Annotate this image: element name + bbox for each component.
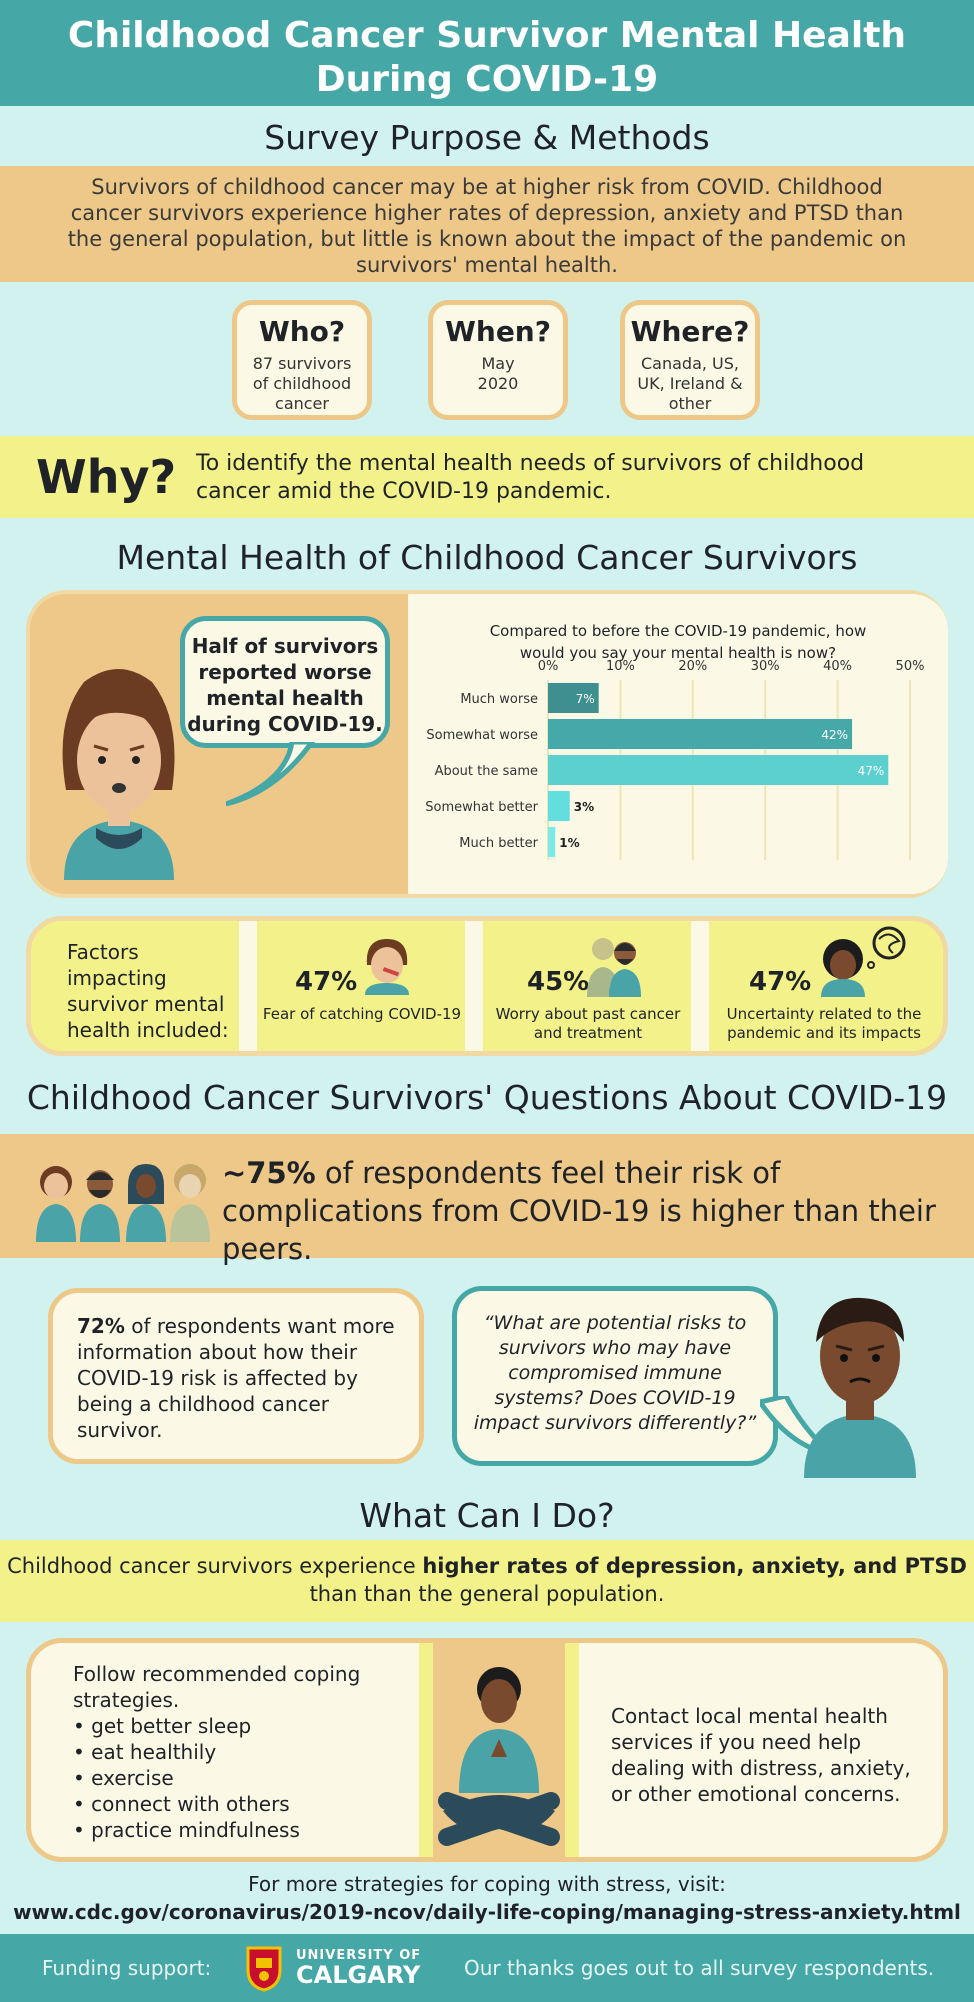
where-value: Canada, US, UK, Ireland & other <box>637 354 743 413</box>
mental-health-panel: Half of survivors reported worse mental … <box>26 590 948 898</box>
sick-person-icon <box>365 939 409 995</box>
info-box: 72% of respondents want more information… <box>48 1288 424 1464</box>
coping-item: • get better sleep <box>73 1714 252 1738</box>
chart-tick-label: 40% <box>823 659 852 674</box>
chart-tick-label: 30% <box>751 659 780 674</box>
chart-title: Compared to before the COVID-19 pandemic… <box>489 622 867 662</box>
chart-bar <box>548 827 556 857</box>
university-crest-icon <box>246 1946 282 1992</box>
university-line2: CALGARY <box>296 1961 421 1989</box>
funding-label: Funding support: <box>42 1956 212 1980</box>
when-box: When? May 2020 <box>428 300 568 420</box>
who-label: Who? <box>258 315 346 348</box>
chart-bar <box>548 719 853 749</box>
factor-pct: 45% <box>527 967 590 997</box>
coping-item: • connect with others <box>73 1792 290 1816</box>
band-text-post: than than the general population. <box>309 1582 665 1606</box>
group-of-people-icon <box>36 1164 210 1242</box>
coping-item: • practice mindfulness <box>73 1818 300 1842</box>
purpose-text: Survivors of childhood cancer may be at … <box>0 166 974 282</box>
chart-data-label: 47% <box>858 764 885 778</box>
coping-list: Follow recommended coping strategies. • … <box>73 1661 373 1843</box>
factor-separator <box>465 921 483 1051</box>
chart-tick-label: 10% <box>606 659 635 674</box>
thinking-person-icon <box>821 926 906 997</box>
where-label: Where? <box>630 315 750 348</box>
chart-category-label: Much worse <box>460 692 538 707</box>
factor-text: Worry about past cancer and treatment <box>495 1005 681 1042</box>
factor-text: Fear of catching COVID-19 <box>262 1005 462 1023</box>
chart-data-label: 3% <box>574 800 594 814</box>
chart-tick-label: 0% <box>538 659 559 674</box>
info-sentence: of respondents want more information abo… <box>77 1314 395 1442</box>
meditating-person-illustration <box>438 1667 560 1846</box>
quote-bubble: “What are potential risks to survivors w… <box>452 1286 778 1466</box>
section-heading-purpose: Survey Purpose & Methods <box>264 118 710 157</box>
worried-man-illustration <box>804 1297 916 1478</box>
chart-data-label: 7% <box>576 692 595 706</box>
section-heading-mental-health: Mental Health of Childhood Cancer Surviv… <box>116 538 858 577</box>
factor-text: Uncertainty related to the pandemic and … <box>726 1005 922 1042</box>
factor-pct: 47% <box>295 967 358 997</box>
footer: Funding support: UNIVERSITY OF CALGARY O… <box>0 1934 974 2002</box>
who-value: 87 survivors of childhood cancer <box>252 354 352 413</box>
coping-panel: Follow recommended coping strategies. • … <box>26 1638 948 1862</box>
risk-strong: ~75% <box>222 1156 316 1190</box>
coping-intro: Follow recommended coping strategies. <box>73 1662 361 1712</box>
chart-tick-label: 50% <box>896 659 925 674</box>
chart-container: Compared to before the COVID-19 pandemic… <box>408 594 948 894</box>
chart-category-label: Much better <box>459 836 538 851</box>
bar-chart: 0% 10% 20% 30% 40% 50% Much worse 7% Somewhat wo… <box>425 659 925 860</box>
chart-bar <box>548 683 599 713</box>
risk-sentence: of respondents feel their risk of compli… <box>222 1156 936 1266</box>
why-text: To identify the mental health needs of s… <box>196 451 865 504</box>
page-title: Childhood Cancer Survivor Mental Health … <box>0 0 974 106</box>
quote-bubble-tail <box>760 1396 830 1456</box>
university-line1: UNIVERSITY OF <box>296 1948 422 1963</box>
factors-panel: Factors impacting survivor mental health… <box>26 916 948 1056</box>
contact-text: Contact local mental health services if … <box>611 1704 911 1806</box>
why-label: Why? <box>36 450 177 504</box>
chart-data-label: 1% <box>559 836 579 850</box>
chart-category-label: Somewhat better <box>425 800 538 815</box>
speech-bubble: Half of survivors reported worse mental … <box>180 616 390 748</box>
info-strong: 72% <box>77 1314 125 1338</box>
when-value: May 2020 <box>477 354 519 393</box>
chart-tick-label: 20% <box>678 659 707 674</box>
factor-separator <box>239 921 257 1051</box>
speech-bubble-tail <box>226 742 316 807</box>
risk-band: ~75% of respondents feel their risk of c… <box>0 1134 974 1266</box>
section-heading-what-can-i-do: What Can I Do? <box>359 1496 615 1535</box>
band-text-pre: Childhood cancer survivors experience <box>7 1554 423 1578</box>
factor-pct: 47% <box>749 967 812 997</box>
coping-item: • exercise <box>73 1766 174 1790</box>
who-box: Who? 87 survivors of childhood cancer <box>232 300 372 420</box>
band-text-strong: higher rates of depression, anxiety, and… <box>422 1554 967 1578</box>
couple-icon <box>587 938 641 997</box>
factor-separator <box>691 921 709 1051</box>
what-can-i-do-band: Childhood cancer survivors experience hi… <box>0 1540 974 1622</box>
section-heading-questions: Childhood Cancer Survivors' Questions Ab… <box>26 1078 948 1117</box>
meditation-panel <box>419 1643 579 1857</box>
worried-girl-illustration <box>62 669 175 880</box>
chart-bar <box>548 755 889 785</box>
factors-label: Factors impacting survivor mental health… <box>67 940 229 1042</box>
when-label: When? <box>445 315 551 348</box>
cdc-link[interactable]: www.cdc.gov/coronavirus/2019-ncov/daily-… <box>13 1900 961 1924</box>
chart-category-label: Somewhat worse <box>426 728 538 743</box>
where-box: Where? Canada, US, UK, Ireland & other <box>620 300 760 420</box>
coping-item: • eat healthily <box>73 1740 217 1764</box>
more-text: For more strategies for coping with stre… <box>248 1872 726 1896</box>
chart-category-label: About the same <box>435 764 538 779</box>
why-band: Why? To identify the mental health needs… <box>0 436 974 518</box>
chart-bar <box>548 791 570 821</box>
thanks-text: Our thanks goes out to all survey respon… <box>464 1956 935 1980</box>
risk-text: ~75% of respondents feel their risk of c… <box>222 1154 962 1268</box>
chart-data-label: 42% <box>821 728 848 742</box>
university-logo: UNIVERSITY OF CALGARY <box>296 1948 421 1987</box>
more-strategies: For more strategies for coping with stre… <box>0 1872 974 1924</box>
